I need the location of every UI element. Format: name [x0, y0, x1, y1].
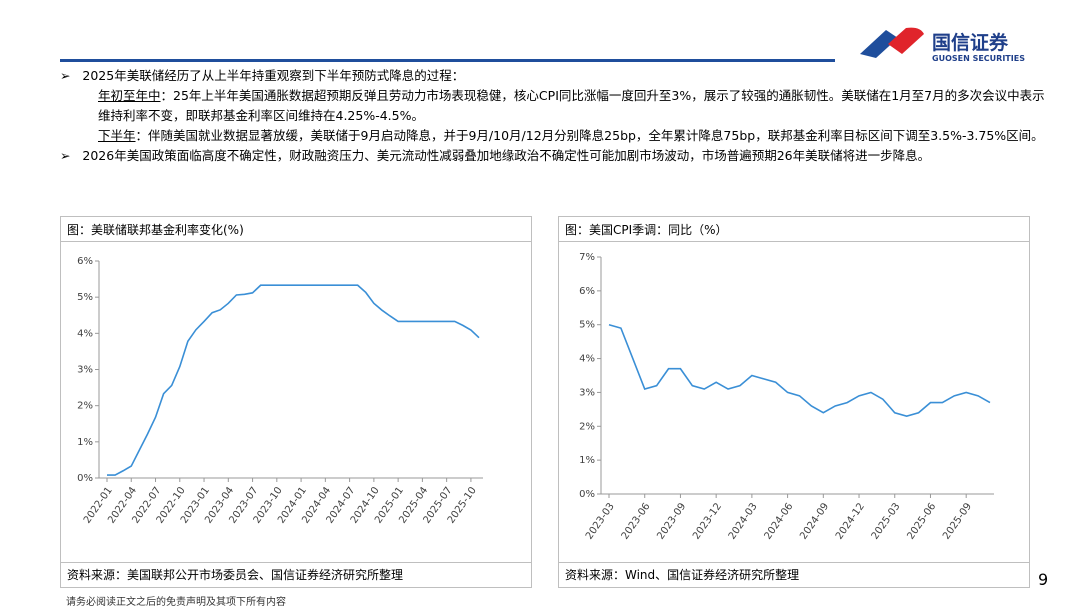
chart-title: 图：美联储联邦基金利率变化(%)	[67, 223, 244, 237]
y-tick-label: 5%	[77, 292, 93, 303]
y-tick-label: 0%	[77, 473, 93, 484]
chart-source: 资料来源：Wind、国信证券经济研究所整理	[565, 568, 800, 582]
chart-box: 图：美联储联邦基金利率变化(%) 0% 1% 2% 3% 4% 5% 6% 2022-01 20…	[60, 216, 532, 588]
y-tick-label: 2%	[77, 401, 93, 412]
sub-text: ：25年上半年美国通胀数据超预期反弹且劳动力市场表现稳健，核心CPI同比涨幅一度…	[98, 88, 1045, 123]
y-tick-label: 5%	[579, 320, 595, 331]
y-tick-label: 4%	[77, 328, 93, 339]
sub-bullet: 年初至年中：25年上半年美国通胀数据超预期反弹且劳动力市场表现稳健，核心CPI同…	[60, 86, 1050, 126]
y-tick-label: 1%	[579, 455, 595, 466]
sub-bullet: 下半年：伴随美国就业数据显著放缓，美联储于9月启动降息，并于9月/10月/12月…	[60, 126, 1050, 146]
x-tick-label: 2024-03	[727, 501, 760, 542]
x-tick-label: 2023-12	[691, 501, 724, 542]
bullet: ➢ 2025年美联储经历了从上半年持重观察到下半年预防式降息的过程：	[60, 68, 465, 83]
y-tick-label: 2%	[579, 421, 595, 432]
x-tick-label: 2023-03	[584, 501, 617, 542]
y-tick-label: 6%	[579, 286, 595, 297]
y-tick-label: 0%	[579, 489, 595, 500]
brand-en: GUOSEN SECURITIES	[932, 54, 1025, 63]
chart: 0%1%2%3%4%5%6%7%2023-03 2023-06 2023-09 202…	[579, 252, 994, 542]
y-tick-label: 3%	[77, 365, 93, 376]
header-rule	[60, 59, 835, 62]
disclaimer: 请务必阅读正文之后的免责声明及其项下所有内容	[66, 597, 286, 608]
x-tick-label: 2023-09	[655, 501, 688, 542]
x-tick-label: 2025-03	[870, 501, 903, 542]
sub-text: ：伴随美国就业数据显著放缓，美联储于9月启动降息，并于9月/10月/12月分别降…	[135, 128, 1044, 143]
x-tick-label: 2023-06	[620, 501, 653, 542]
x-tick-label: 2024-06	[763, 501, 796, 542]
chart-box: 图：美国CPI季调：同比（%） 0% 1% 2% 3% 4% 5% 6% 7% 2023-03 2…	[558, 216, 1030, 588]
series-line	[107, 284, 480, 476]
page-number: 9	[1038, 570, 1049, 589]
y-tick-label: 3%	[579, 387, 595, 398]
series-line	[608, 323, 991, 417]
bullet-text: 2025年美联储经历了从上半年持重观察到下半年预防式降息的过程：	[82, 68, 465, 83]
x-tick-label: 2025-06	[905, 501, 938, 542]
sub-label: 下半年	[98, 128, 136, 143]
chart-source: 资料来源：美国联邦公开市场委员会、国信证券经济研究所整理	[67, 568, 404, 582]
y-tick-label: 1%	[77, 437, 93, 448]
brand: 国信证券	[932, 32, 1009, 54]
bullet-text: 2026年美国政策面临高度不确定性，财政融资压力、美元流动性减弱叠加地缘政治不确…	[82, 148, 931, 163]
y-tick-label: 7%	[579, 252, 595, 263]
x-tick-label: 2024-12	[834, 501, 867, 542]
chart: 0%1%2%3%4%5%6%2022-012022-042022-072022-…	[77, 256, 483, 526]
x-tick-label: 2025-09	[941, 501, 974, 542]
y-tick-label: 6%	[77, 256, 93, 267]
x-tick-label: 2024-09	[798, 501, 831, 542]
logo	[860, 27, 924, 58]
bullet: ➢ 2026年美国政策面临高度不确定性，财政融资压力、美元流动性减弱叠加地缘政治…	[60, 148, 931, 163]
bullets: ➢ 2025年美联储经历了从上半年持重观察到下半年预防式降息的过程： 年初至年中…	[60, 66, 1050, 166]
chart-title: 图：美国CPI季调：同比（%）	[565, 223, 728, 237]
y-tick-label: 4%	[579, 354, 595, 365]
sub-label: 年初至年中	[98, 88, 161, 103]
